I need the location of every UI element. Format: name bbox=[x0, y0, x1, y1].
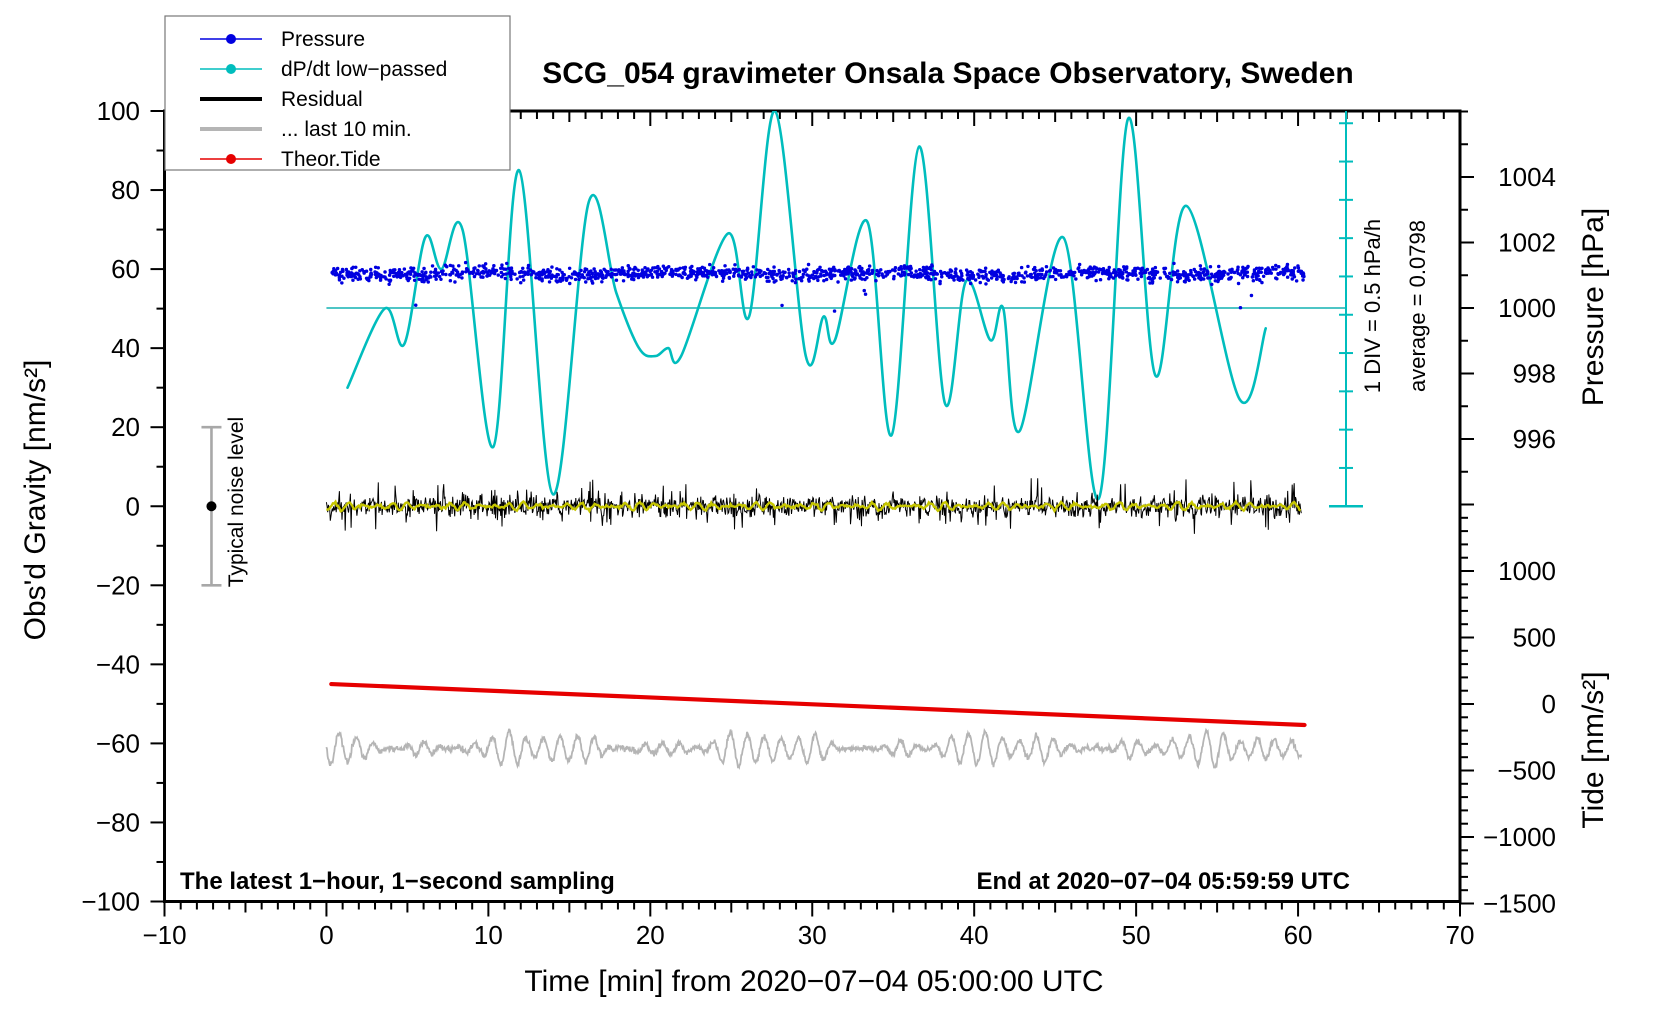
data-series bbox=[325, 111, 1347, 770]
legend-item: Residual bbox=[200, 88, 363, 111]
legend-box bbox=[164, 15, 511, 171]
end-time-text: End at 2020−07−04 05:59:59 UTC bbox=[976, 868, 1350, 895]
legend-dot-marker bbox=[226, 34, 236, 44]
pressure-tick-label: 998 bbox=[1513, 359, 1556, 389]
legend-item-label: dP/dt low−passed bbox=[281, 58, 447, 81]
residual-line bbox=[325, 478, 1302, 534]
noise-level-label: Typical noise level bbox=[225, 417, 248, 587]
x-tick-label: 60 bbox=[1284, 920, 1313, 950]
x-tick-label: −10 bbox=[142, 920, 186, 950]
div-scale-annotation: 1 DIV = 0.5 hPa/h bbox=[1360, 219, 1385, 393]
legend-item-label: Pressure bbox=[281, 28, 365, 51]
legend-item: Theor.Tide bbox=[200, 148, 381, 171]
legend-dot-marker bbox=[226, 154, 236, 164]
tide-tick-label: −1500 bbox=[1483, 889, 1556, 919]
x-tick-label: 0 bbox=[319, 920, 333, 950]
gravity-tick-label: 0 bbox=[126, 491, 140, 521]
legend-item-label: ... last 10 min. bbox=[281, 118, 412, 141]
tide-tick-label: −500 bbox=[1497, 756, 1556, 786]
tide-tick-label: −1000 bbox=[1483, 822, 1556, 852]
gravity-axis-title: Obs'd Gravity [nm/s²] bbox=[19, 360, 52, 641]
x-tick-label: 50 bbox=[1122, 920, 1151, 950]
gravity-tick-label: 80 bbox=[111, 175, 140, 205]
x-axis-ticks: −10 0 10 20 30 40 50 60 70 bbox=[142, 901, 1475, 950]
x-tick-label: 20 bbox=[636, 920, 665, 950]
last-10-min-line bbox=[325, 727, 1303, 770]
gravity-tick-label: −80 bbox=[96, 807, 140, 837]
legend-item: dP/dt low−passed bbox=[200, 58, 447, 81]
gravity-tick-label: 100 bbox=[97, 96, 140, 126]
residual-lowpass-line bbox=[326, 499, 1302, 514]
gravity-tick-label: −100 bbox=[81, 887, 140, 917]
gravity-tick-label: 60 bbox=[111, 254, 140, 284]
x-tick-label: 30 bbox=[798, 920, 827, 950]
gravity-tick-label: −40 bbox=[96, 649, 140, 679]
pressure-dots bbox=[330, 260, 1306, 313]
noise-bar-center-dot bbox=[206, 501, 217, 512]
dpdt-scale-bar bbox=[1329, 111, 1363, 508]
legend-item: ... last 10 min. bbox=[200, 118, 412, 141]
pressure-tick-label: 1002 bbox=[1498, 228, 1556, 258]
x-tick-label: 70 bbox=[1446, 920, 1475, 950]
pressure-tick-label: 1000 bbox=[1498, 293, 1556, 323]
tide-tick-label: 500 bbox=[1513, 623, 1556, 653]
tide-tick-label: 1000 bbox=[1498, 556, 1556, 586]
tide-tick-label: 0 bbox=[1542, 689, 1556, 719]
gravity-tick-label: −60 bbox=[96, 728, 140, 758]
gravity-axis-ticks: −100 −80 −60 −40 −20 0 20 40 60 80 100 bbox=[81, 96, 165, 917]
tide-axis-title: Tide [nm/s²] bbox=[1577, 671, 1610, 828]
chart-title: SCG_054 gravimeter Onsala Space Observat… bbox=[542, 57, 1354, 90]
pressure-axis-title: Pressure [hPa] bbox=[1577, 208, 1610, 406]
pressure-tick-label: 1004 bbox=[1498, 162, 1556, 192]
sampling-info-text: The latest 1−hour, 1−second sampling bbox=[180, 868, 615, 895]
gravity-tick-label: 20 bbox=[111, 412, 140, 442]
x-axis-title: Time [min] from 2020−07−04 05:00:00 UTC bbox=[524, 965, 1103, 998]
legend: Pressure dP/dt low−passed Residual ... last… bbox=[164, 15, 511, 171]
legend-item-label: Theor.Tide bbox=[281, 148, 381, 171]
theor-tide-line bbox=[329, 681, 1307, 728]
pressure-tick-label: 996 bbox=[1513, 424, 1556, 454]
noise-level-errorbar bbox=[201, 425, 222, 587]
x-tick-label: 10 bbox=[474, 920, 503, 950]
legend-items: Pressure dP/dt low−passed Residual ... last… bbox=[200, 28, 447, 171]
legend-item: Pressure bbox=[200, 28, 365, 51]
x-tick-label: 40 bbox=[960, 920, 989, 950]
dpdt-lowpassed-curve bbox=[346, 111, 1267, 501]
gravity-tick-label: 40 bbox=[111, 333, 140, 363]
series-area bbox=[325, 111, 1347, 770]
right-axis-ticks: 996 998 1000 1002 1004 −1500 −1000 −500 0 500 1000 bbox=[1460, 110, 1556, 919]
legend-item-label: Residual bbox=[281, 88, 363, 111]
gravity-tick-label: −20 bbox=[96, 570, 140, 600]
average-annotation: average = 0.0798 bbox=[1405, 220, 1430, 392]
legend-dot-marker bbox=[226, 64, 236, 74]
